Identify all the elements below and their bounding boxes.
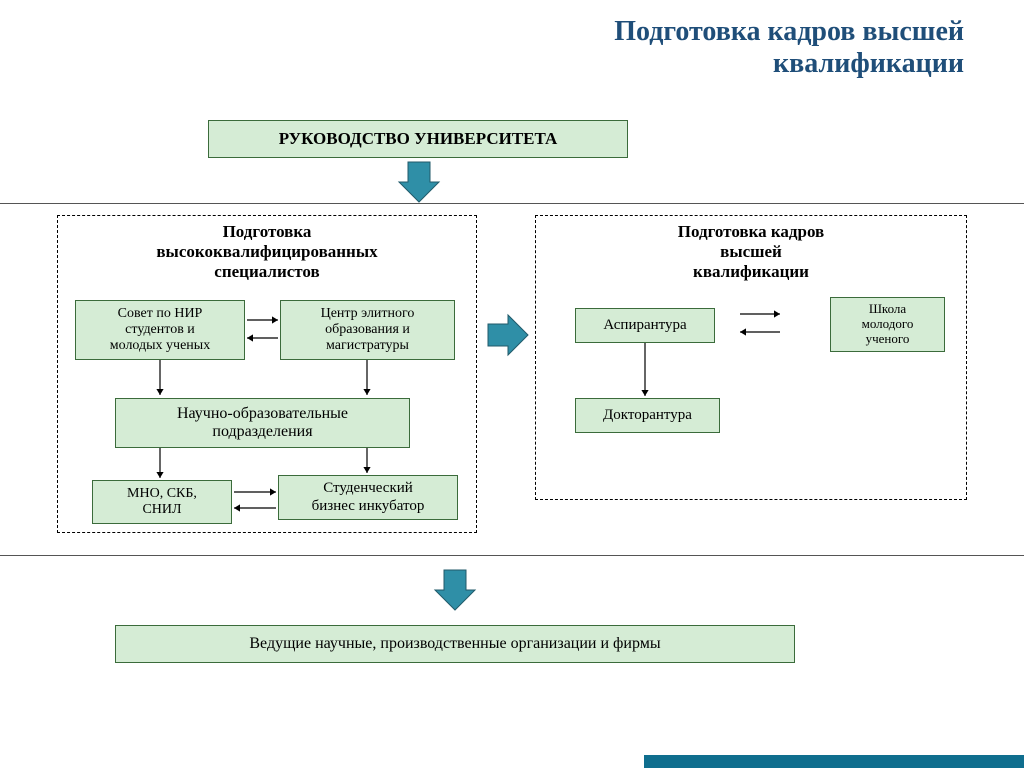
big-arrow bbox=[488, 315, 528, 355]
big-arrow bbox=[435, 570, 475, 610]
big-arrow bbox=[399, 162, 439, 202]
small-arrow-head bbox=[740, 328, 746, 335]
small-arrow-head bbox=[641, 390, 648, 396]
small-arrow-head bbox=[363, 389, 370, 395]
small-arrow-head bbox=[774, 310, 780, 317]
small-arrow-head bbox=[156, 472, 163, 478]
small-arrow-head bbox=[272, 316, 278, 323]
small-arrow-head bbox=[247, 334, 253, 341]
small-arrow-head bbox=[234, 504, 240, 511]
arrows-layer bbox=[0, 0, 1024, 768]
small-arrow-head bbox=[363, 467, 370, 473]
small-arrow-head bbox=[270, 488, 276, 495]
accent-bar bbox=[644, 755, 1024, 768]
small-arrow-head bbox=[156, 389, 163, 395]
